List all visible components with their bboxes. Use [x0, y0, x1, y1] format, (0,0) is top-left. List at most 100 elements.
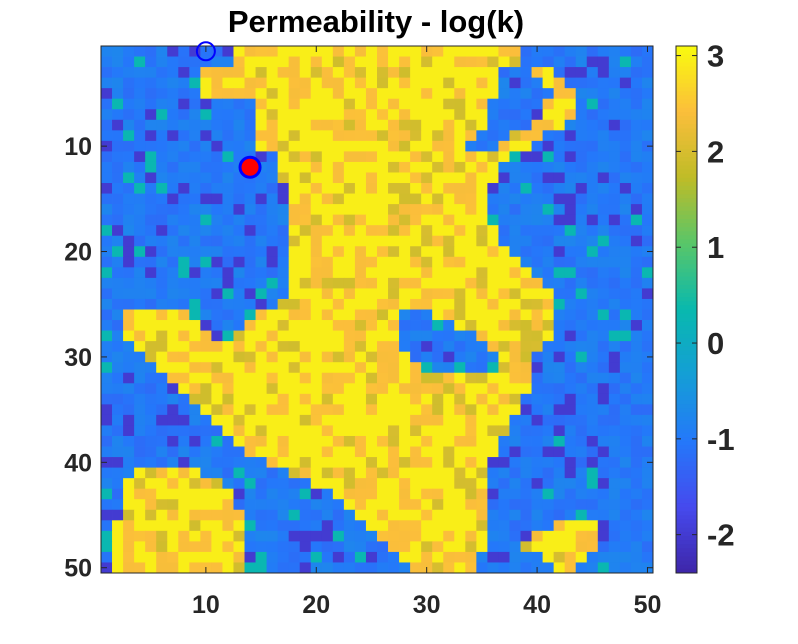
heatmap-cell	[432, 446, 444, 458]
heatmap-cell	[443, 193, 455, 205]
heatmap-cell	[310, 351, 323, 363]
heatmap-cell	[542, 467, 555, 479]
heatmap-cell	[332, 98, 345, 110]
heatmap-cell	[233, 309, 245, 321]
heatmap-cell	[476, 414, 488, 426]
heatmap-cell	[343, 393, 356, 405]
heatmap-cell	[542, 551, 555, 563]
heatmap-cell	[343, 88, 356, 100]
heatmap-cell	[156, 151, 168, 163]
colorbar-segment	[676, 272, 697, 278]
heatmap-cell	[255, 341, 267, 353]
heatmap-cell	[641, 225, 654, 237]
heatmap-cell	[377, 541, 389, 553]
heatmap-cell	[410, 140, 422, 152]
heatmap-cell	[630, 467, 643, 479]
heatmap-cell	[321, 488, 334, 500]
heatmap-cell	[167, 309, 179, 321]
heatmap-cell	[575, 372, 588, 384]
heatmap-cell	[134, 499, 146, 511]
heatmap-cell	[553, 151, 566, 163]
heatmap-cell	[641, 467, 654, 479]
heatmap-cell	[399, 204, 411, 216]
heatmap-cell	[564, 119, 577, 131]
heatmap-cell	[354, 446, 367, 458]
heatmap-cell	[410, 330, 422, 342]
heatmap-cell	[553, 530, 566, 542]
heatmap-cell	[487, 404, 499, 416]
heatmap-cell	[487, 520, 499, 532]
heatmap-cell	[288, 77, 301, 89]
heatmap-cell	[432, 435, 444, 447]
heatmap-cell	[553, 351, 566, 363]
heatmap-cell	[321, 204, 334, 216]
heatmap-cell	[531, 130, 543, 142]
heatmap-cell	[564, 541, 577, 553]
heatmap-cell	[354, 246, 367, 258]
heatmap-cell	[465, 393, 477, 405]
heatmap-cell	[520, 478, 532, 490]
heatmap-cell	[299, 204, 312, 216]
heatmap-cell	[487, 267, 499, 279]
heatmap-cell	[575, 362, 588, 374]
heatmap-cell	[608, 67, 621, 79]
colorbar-segment	[676, 128, 697, 133]
heatmap-cell	[354, 193, 367, 205]
heatmap-cell	[586, 393, 599, 405]
heatmap-cell	[542, 457, 555, 468]
heatmap-cell	[222, 478, 234, 490]
heatmap-cell	[288, 372, 301, 384]
heatmap-cell	[365, 372, 378, 384]
heatmap-cell	[553, 520, 566, 532]
heatmap-cell	[476, 277, 488, 289]
heatmap-cell	[277, 130, 290, 142]
colorbar-segment	[676, 354, 697, 360]
heatmap-cell	[399, 214, 411, 226]
heatmap-cell	[608, 362, 621, 374]
heatmap-cell	[597, 140, 610, 152]
heatmap-cell	[343, 77, 356, 89]
heatmap-cell	[509, 277, 521, 289]
heatmap-cell	[608, 393, 621, 405]
heatmap-cell	[156, 499, 168, 511]
heatmap-cell	[200, 530, 212, 542]
heatmap-cell	[487, 172, 499, 184]
heatmap-cell	[101, 488, 113, 500]
heatmap-cell	[134, 404, 146, 416]
heatmap-cell	[343, 46, 356, 57]
heatmap-cell	[134, 530, 146, 542]
heatmap-cell	[123, 330, 135, 342]
heatmap-cell	[630, 520, 643, 532]
heatmap-cell	[399, 393, 411, 405]
heatmap-cell	[145, 541, 157, 553]
heatmap-cell	[377, 372, 389, 384]
heatmap-cell	[443, 246, 455, 258]
heatmap-cell	[112, 435, 124, 447]
heatmap-cell	[343, 151, 356, 163]
heatmap-cell	[641, 341, 654, 353]
heatmap-cell	[542, 351, 555, 363]
heatmap-cell	[553, 509, 566, 521]
heatmap-cell	[365, 225, 378, 237]
heatmap-cell	[310, 541, 323, 553]
heatmap-cell	[597, 256, 610, 268]
heatmap-cell	[520, 77, 532, 89]
heatmap-cell	[586, 288, 599, 300]
heatmap-cell	[520, 351, 532, 363]
heatmap-cell	[211, 320, 223, 331]
heatmap-cell	[509, 193, 521, 205]
heatmap-cell	[101, 362, 113, 374]
heatmap-cell	[255, 235, 267, 247]
heatmap-cell	[145, 130, 157, 142]
heatmap-cell	[178, 362, 190, 374]
heatmap-cell	[244, 520, 256, 532]
heatmap-cell	[377, 277, 389, 289]
heatmap-cell	[288, 298, 301, 310]
heatmap-cell	[476, 488, 488, 500]
heatmap-cell	[343, 446, 356, 458]
heatmap-cell	[388, 214, 400, 226]
heatmap-cell	[531, 288, 543, 300]
heatmap-cell	[399, 77, 411, 89]
heatmap-cell	[310, 256, 323, 268]
